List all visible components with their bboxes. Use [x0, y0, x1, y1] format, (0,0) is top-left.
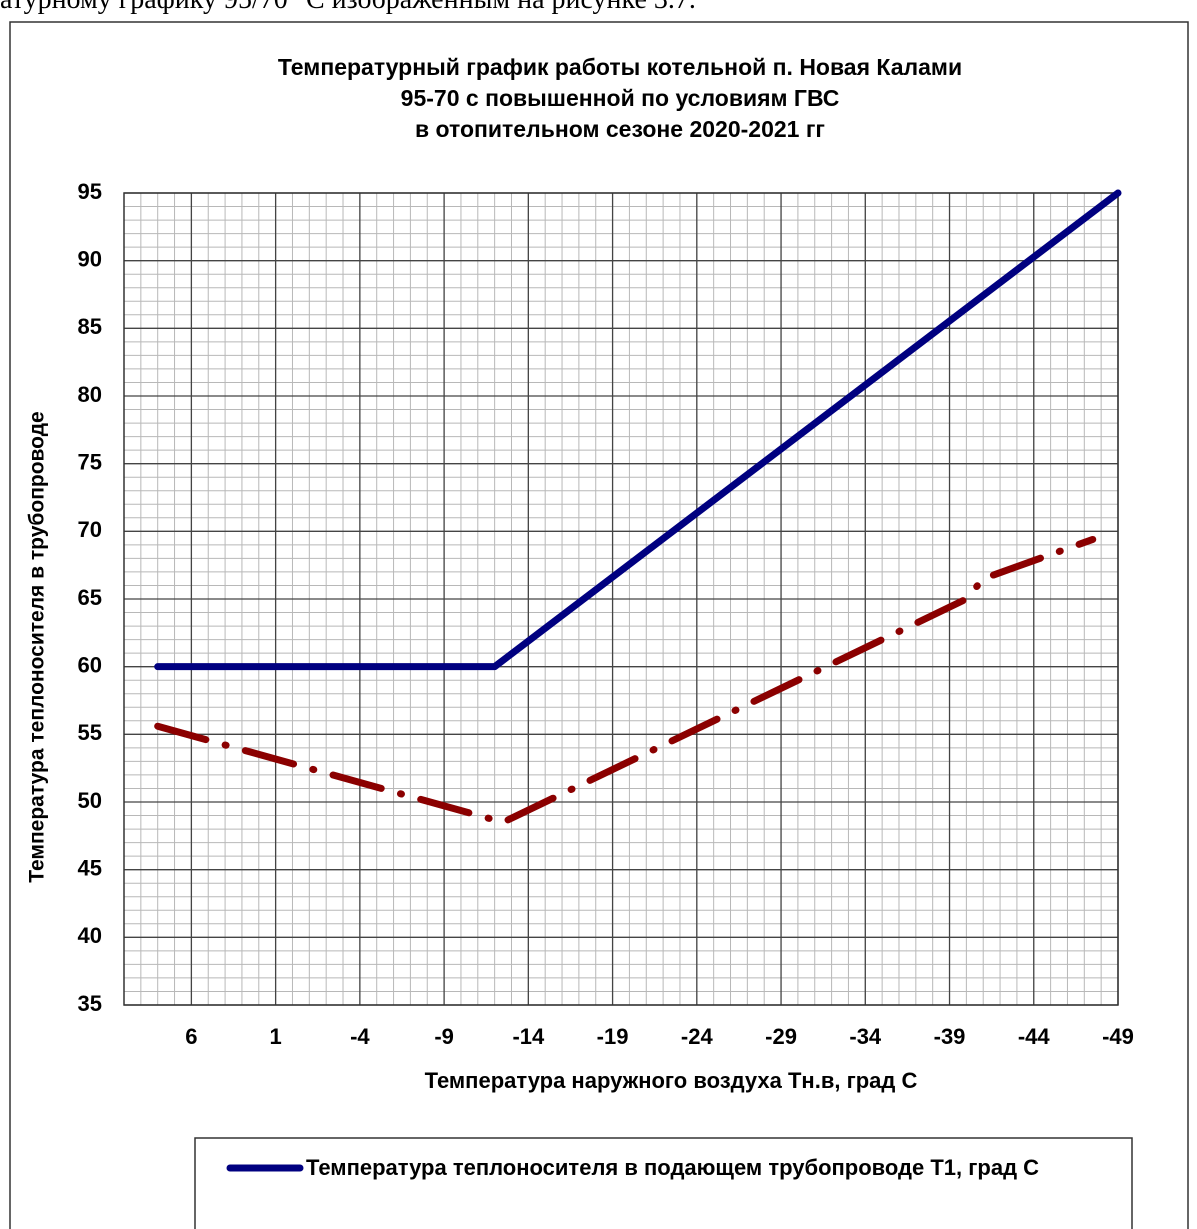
y-tick-label: 50	[78, 788, 102, 813]
y-tick-label: 70	[78, 517, 102, 542]
y-tick-label: 95	[78, 179, 102, 204]
y-tick-label: 45	[78, 855, 102, 880]
chart-frame	[9, 21, 1189, 1229]
legend-label: Температура теплоносителя в подающем тру…	[306, 1155, 1040, 1180]
series-line	[154, 189, 1122, 671]
y-axis-label: Температура теплоносителя в трубопроводе	[26, 411, 49, 883]
page-text: атурному графику 95/70 °С изображенным н…	[0, 0, 1197, 16]
legend-box	[194, 1137, 1133, 1229]
x-tick-label: -14	[512, 1024, 545, 1049]
plot-frame	[123, 192, 1119, 1006]
y-tick-label: 55	[78, 720, 102, 745]
y-tick-label: 60	[78, 652, 102, 677]
y-tick-label: 75	[78, 449, 102, 474]
x-tick-label: -49	[1102, 1024, 1134, 1049]
x-tick-label: -29	[765, 1024, 797, 1049]
y-tick-label: 90	[78, 246, 102, 271]
x-axis-label: Температура наружного воздуха Тн.в, град…	[425, 1068, 918, 1093]
x-tick-label: -39	[934, 1024, 966, 1049]
x-tick-label: -4	[350, 1024, 370, 1049]
chart-title: Температурный график работы котельной п.…	[277, 54, 963, 142]
y-tick-label: 80	[78, 382, 102, 407]
x-tick-label: 1	[270, 1024, 282, 1049]
x-tick-label: -34	[849, 1024, 882, 1049]
y-tick-label: 85	[78, 314, 102, 339]
x-tick-label: 6	[185, 1024, 197, 1049]
y-tick-label: 35	[78, 991, 102, 1016]
series-line	[154, 535, 1097, 826]
y-tick-label: 40	[78, 923, 102, 948]
x-tick-label: -19	[597, 1024, 629, 1049]
x-tick-label: -24	[681, 1024, 714, 1049]
y-tick-label: 65	[78, 585, 102, 610]
x-tick-label: -9	[434, 1024, 454, 1049]
x-tick-label: -44	[1018, 1024, 1051, 1049]
